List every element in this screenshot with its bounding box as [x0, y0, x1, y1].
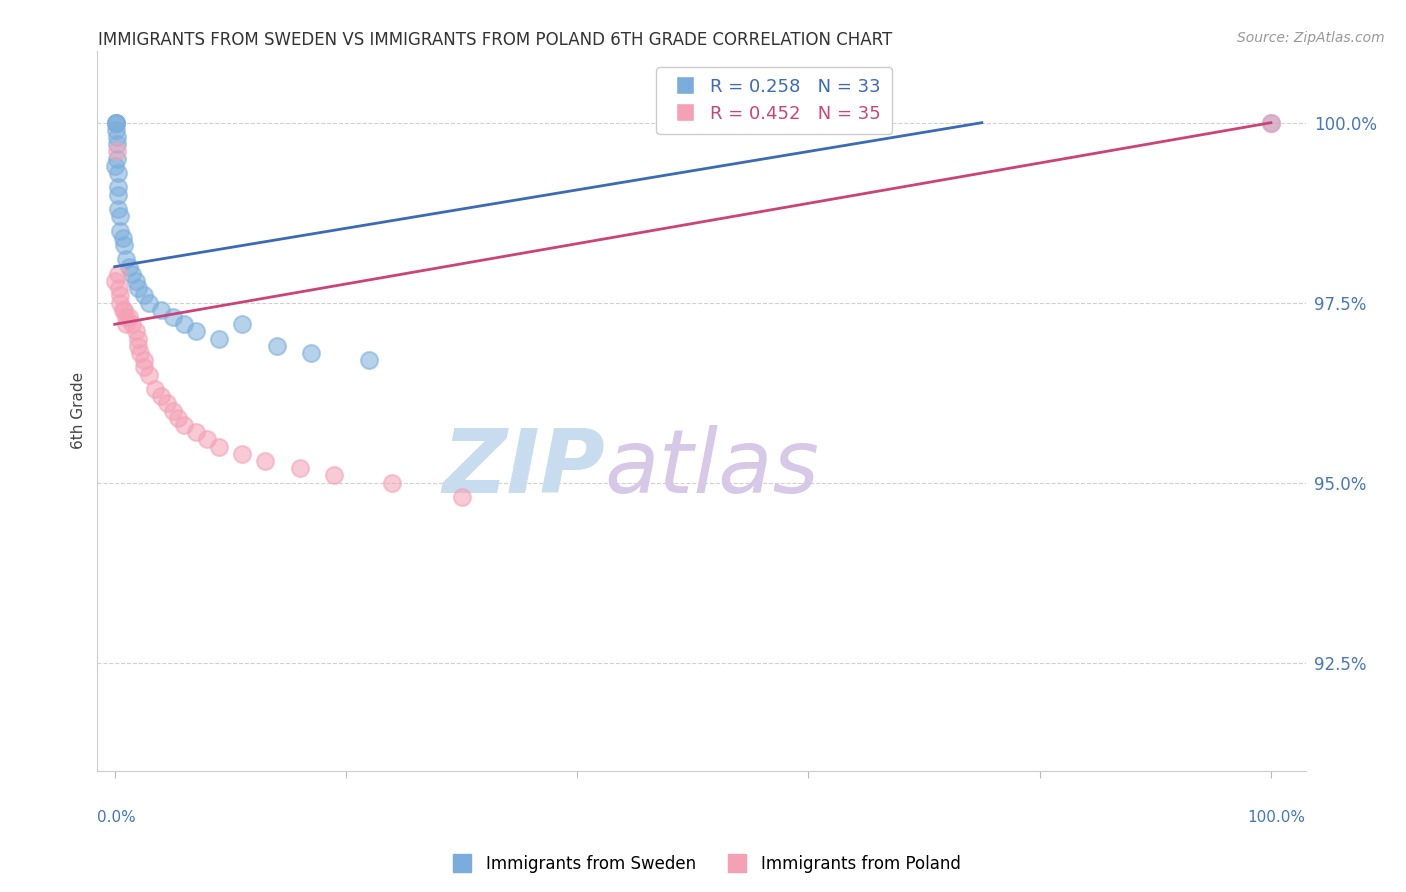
Point — [1260, 116, 1282, 130]
Point — [156, 396, 179, 410]
Text: 100.0%: 100.0% — [1247, 810, 1306, 825]
Point — [110, 295, 132, 310]
Point — [173, 318, 195, 332]
Point — [104, 274, 127, 288]
Point — [115, 310, 138, 324]
Point — [104, 116, 127, 130]
Point — [105, 152, 128, 166]
Point — [162, 310, 184, 324]
Point — [231, 447, 253, 461]
Point — [107, 166, 129, 180]
Legend: Immigrants from Sweden, Immigrants from Poland: Immigrants from Sweden, Immigrants from … — [439, 848, 967, 880]
Point — [132, 353, 155, 368]
Point — [184, 325, 207, 339]
Point — [357, 353, 380, 368]
Point — [105, 137, 128, 152]
Point — [127, 332, 149, 346]
Point — [266, 339, 288, 353]
Point — [105, 130, 128, 145]
Point — [143, 382, 166, 396]
Point — [381, 475, 404, 490]
Text: ZIP: ZIP — [441, 425, 605, 512]
Point — [127, 281, 149, 295]
Point — [117, 310, 139, 324]
Point — [208, 440, 231, 454]
Point — [173, 418, 195, 433]
Text: atlas: atlas — [605, 425, 820, 511]
Point — [231, 318, 253, 332]
Point — [104, 159, 127, 173]
Point — [115, 318, 138, 332]
Point — [121, 318, 143, 332]
Point — [132, 288, 155, 302]
Point — [184, 425, 207, 440]
Point — [107, 187, 129, 202]
Point — [288, 461, 311, 475]
Text: IMMIGRANTS FROM SWEDEN VS IMMIGRANTS FROM POLAND 6TH GRADE CORRELATION CHART: IMMIGRANTS FROM SWEDEN VS IMMIGRANTS FRO… — [98, 31, 893, 49]
Point — [1260, 116, 1282, 130]
Point — [132, 360, 155, 375]
Point — [127, 339, 149, 353]
Point — [105, 123, 128, 137]
Point — [208, 332, 231, 346]
Point — [111, 302, 134, 317]
Text: Source: ZipAtlas.com: Source: ZipAtlas.com — [1237, 31, 1385, 45]
Point — [108, 281, 131, 295]
Point — [253, 454, 276, 468]
Point — [121, 267, 143, 281]
Point — [162, 403, 184, 417]
Point — [124, 325, 146, 339]
Point — [107, 180, 129, 194]
Legend: R = 0.258   N = 33, R = 0.452   N = 35: R = 0.258 N = 33, R = 0.452 N = 35 — [657, 67, 891, 134]
Point — [299, 346, 322, 360]
Point — [450, 490, 472, 504]
Point — [117, 260, 139, 274]
Point — [138, 368, 160, 382]
Point — [149, 389, 172, 403]
Point — [124, 274, 146, 288]
Point — [129, 346, 152, 360]
Point — [138, 295, 160, 310]
Point — [167, 410, 190, 425]
Point — [110, 209, 132, 223]
Point — [107, 267, 129, 281]
Point — [107, 202, 129, 216]
Y-axis label: 6th Grade: 6th Grade — [72, 372, 86, 450]
Point — [110, 288, 132, 302]
Point — [195, 433, 218, 447]
Point — [104, 116, 127, 130]
Point — [105, 145, 128, 159]
Point — [105, 116, 128, 130]
Text: 0.0%: 0.0% — [97, 810, 136, 825]
Point — [110, 224, 132, 238]
Point — [112, 302, 135, 317]
Point — [115, 252, 138, 267]
Point — [323, 468, 346, 483]
Point — [149, 302, 172, 317]
Point — [112, 238, 135, 252]
Point — [111, 231, 134, 245]
